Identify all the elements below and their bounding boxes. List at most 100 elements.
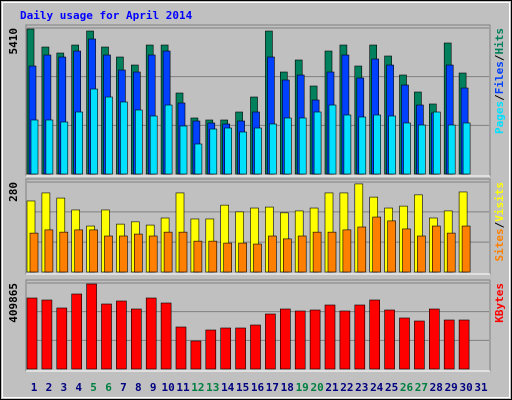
bar [134,233,143,273]
x-tick-label: 6 [105,381,112,394]
bar [71,293,82,370]
bar [86,283,97,370]
x-tick-label: 25 [385,381,398,394]
bar [418,124,426,175]
bar [145,297,157,370]
bar [324,304,336,370]
bar [148,235,158,273]
x-tick-label: 24 [370,381,384,394]
bar [462,122,471,175]
bar [253,243,262,273]
bar [399,317,410,370]
x-tick-label: 31 [474,381,488,394]
x-tick-label: 21 [325,381,339,394]
bar [358,116,367,175]
bar [250,324,261,370]
bar [89,229,98,273]
bar [190,340,202,370]
bar [56,307,68,370]
bar [279,308,291,370]
x-tick-label: 29 [445,381,458,394]
bar [45,119,54,175]
bar [175,326,187,370]
bar [339,310,351,370]
x-tick-label: 16 [251,381,265,394]
y-tick-label: 5410 [7,28,20,55]
bar [105,96,113,175]
bar [343,114,352,175]
x-tick-label: 20 [310,381,323,394]
bar [269,123,277,175]
bar [149,115,158,175]
bar [328,104,337,175]
bar [458,319,470,370]
bar [403,122,411,175]
bar [282,238,292,273]
bar [283,117,292,175]
bar [205,329,217,370]
bar [447,124,456,175]
bar [75,111,83,175]
x-tick-label: 17 [266,381,279,394]
x-tick-label: 1 [31,381,38,394]
bar [160,302,172,370]
bar [135,109,143,175]
bar [179,125,188,175]
x-tick-label: 27 [415,381,428,394]
bar [387,220,396,273]
bar [30,119,39,175]
bar [298,117,307,175]
bar [194,143,203,175]
legend-entry: Files [493,61,506,94]
bar [116,300,127,370]
x-tick-label: 3 [60,381,67,394]
bar [297,235,307,273]
y-tick-label: 280 [7,182,20,202]
legend-separator: / [493,54,506,61]
bar [120,101,128,175]
bar [414,320,425,370]
legend-separator: / [493,94,506,101]
bar [59,231,69,273]
legend-separator: / [493,221,506,228]
bar [41,299,53,370]
bar [431,225,441,273]
bar [309,309,321,370]
bar [74,229,83,273]
x-tick-label: 11 [176,381,190,394]
y-tick-label: 409865 [7,283,20,323]
bar [294,310,306,370]
x-tick-label: 7 [120,381,127,394]
bar [119,235,128,273]
x-tick-label: 2 [46,381,53,394]
bar [101,303,112,370]
x-tick-label: 15 [236,381,249,394]
bar [60,121,69,175]
bar [26,297,38,370]
bar [220,327,231,370]
bar [428,308,440,370]
legend: KBytes [493,283,506,323]
bar [417,235,426,273]
x-tick-label: 19 [296,381,309,394]
bar [402,228,411,273]
legend-entry: Visits [493,182,506,222]
legend: Sites/Visits [493,182,506,262]
x-tick-label: 5 [90,381,97,394]
bar [224,127,232,175]
bar [178,231,188,273]
legend-entry: Pages [493,101,506,134]
bar [342,229,352,273]
bar [164,104,173,175]
legend-entry: Hits [493,28,506,55]
bar [357,226,367,273]
bar [268,235,277,273]
bar [193,240,203,273]
bar [461,225,471,273]
bar [90,88,98,175]
bar [209,128,218,175]
legend-entry: KBytes [493,283,506,323]
legend-entry: Sites [493,228,506,261]
bar [223,242,232,273]
bar [238,242,247,273]
